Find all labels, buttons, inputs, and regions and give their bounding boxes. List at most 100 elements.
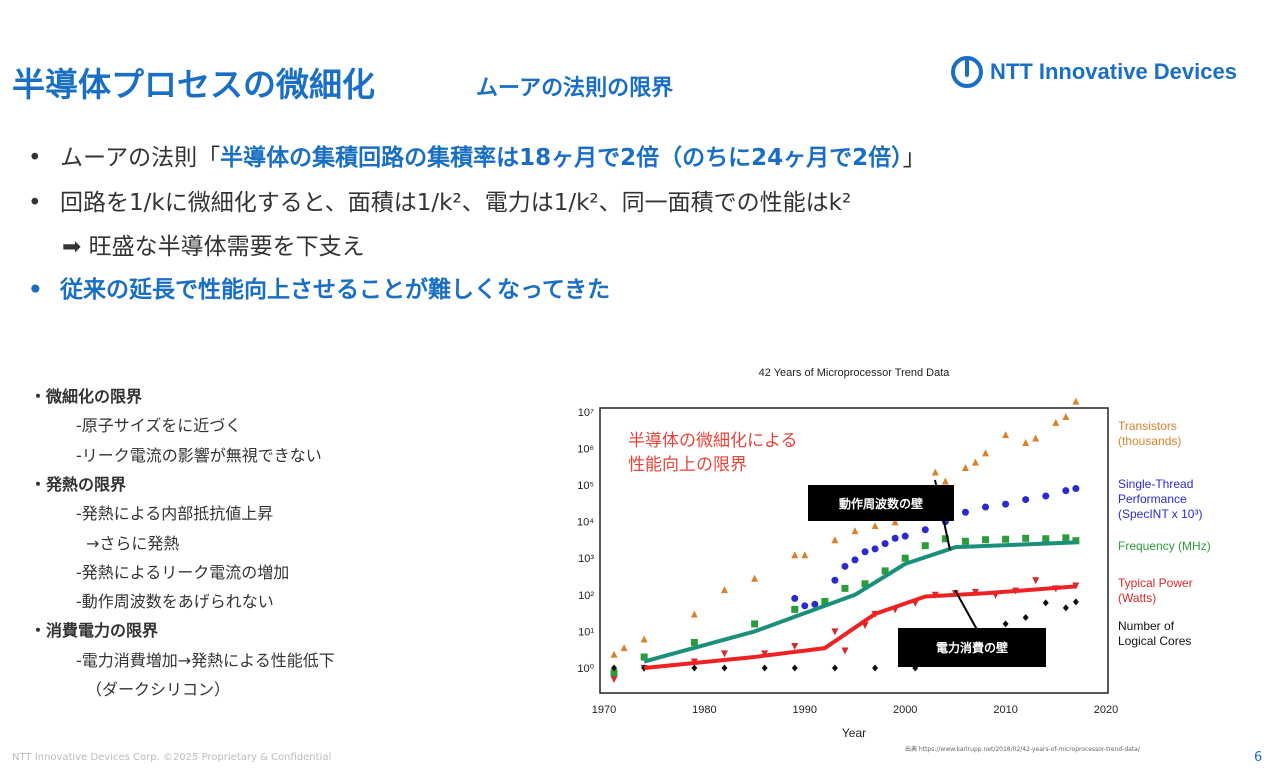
data-point	[961, 508, 969, 516]
bullet-demand: ➡ 旺盛な半導体需要を下支え	[62, 234, 365, 260]
trend-line	[643, 540, 1076, 664]
data-point	[901, 532, 909, 540]
source-citation: 出典 https://www.karlrupp.net/2018/02/42-y…	[905, 746, 1140, 753]
data-point	[861, 580, 869, 588]
data-point	[761, 664, 768, 672]
data-point	[921, 526, 929, 534]
limits-item: -発熱による内部抵抗値上昇	[76, 504, 274, 524]
limits-item: -発熱によるリーク電流の増加	[76, 562, 290, 582]
legend-label: Transistors	[1118, 419, 1177, 433]
x-tick-label: 1990	[793, 704, 817, 716]
legend-label: (Watts)	[1118, 591, 1156, 605]
legend-label: Logical Cores	[1118, 634, 1191, 648]
data-point	[751, 620, 759, 628]
data-point	[611, 664, 618, 672]
y-tick-label: 10⁷	[578, 407, 594, 419]
footer-copyright: NTT Innovative Devices Corp. ©2025 Propr…	[12, 752, 332, 763]
data-point	[791, 664, 798, 672]
data-point	[961, 537, 969, 545]
x-tick-label: 1970	[592, 704, 616, 716]
x-tick-label: 1980	[692, 704, 716, 716]
data-point	[841, 562, 849, 570]
data-point	[721, 664, 728, 672]
data-point	[751, 574, 759, 582]
data-point	[861, 548, 869, 556]
data-point	[1022, 439, 1030, 447]
limits-item: -原子サイズをに近づく	[76, 416, 242, 436]
legend-label: Typical Power	[1118, 576, 1193, 590]
x-tick-label: 2010	[993, 704, 1017, 716]
x-axis-label: Year	[842, 726, 866, 740]
data-point	[620, 644, 628, 652]
data-point	[891, 518, 899, 526]
y-tick-label: 10⁵	[577, 480, 594, 492]
microprocessor-trend-chart: 42 Years of Microprocessor Trend Data 197…	[577, 367, 1211, 740]
data-point	[982, 449, 990, 457]
data-point	[791, 551, 799, 559]
data-point	[811, 600, 819, 608]
y-tick-label: 10⁴	[577, 517, 594, 529]
logo-text: NTT Innovative Devices	[990, 59, 1237, 84]
legend-label: Number of	[1118, 619, 1175, 633]
data-point	[931, 468, 939, 476]
data-point	[841, 647, 849, 655]
data-point	[1062, 487, 1070, 495]
data-point	[881, 567, 889, 575]
ntt-logo-icon	[951, 56, 983, 88]
data-point	[801, 551, 809, 559]
data-point	[640, 653, 648, 661]
data-point	[1042, 535, 1050, 543]
data-point	[690, 638, 698, 646]
data-point	[691, 664, 698, 672]
data-point	[961, 464, 969, 472]
data-point	[1072, 397, 1080, 405]
legend-label: Single-Thread	[1118, 477, 1193, 491]
data-point	[791, 605, 799, 613]
limits-item: →さらに発熱	[86, 533, 180, 553]
legend-label: (SpecINT x 10³)	[1118, 507, 1202, 521]
data-point	[891, 534, 899, 542]
limits-item: -リーク電流の影響が無視できない	[76, 445, 322, 465]
limits-heading: ・消費電力の限界	[30, 621, 159, 641]
data-point	[610, 650, 618, 658]
limits-heading: ・発熱の限界	[30, 474, 127, 494]
data-point	[1072, 582, 1080, 590]
data-point	[872, 664, 879, 672]
legend-label: Performance	[1118, 492, 1187, 506]
x-tick-label: 2000	[893, 704, 917, 716]
callout-text: 動作周波数の壁	[839, 496, 923, 511]
data-point	[1042, 599, 1049, 607]
callout-pointer	[954, 589, 981, 636]
data-point	[1042, 492, 1050, 500]
data-point	[1002, 535, 1010, 543]
company-logo: NTT Innovative Devices	[950, 55, 1237, 89]
data-point	[831, 628, 839, 636]
data-point	[1032, 577, 1040, 585]
data-point	[1002, 500, 1010, 508]
slide-subtitle: ムーアの法則の限界	[476, 76, 674, 101]
data-point	[640, 635, 648, 643]
data-point	[982, 536, 990, 544]
limits-item: -電力消費増加→発熱による性能低下	[76, 650, 335, 670]
y-tick-label: 10¹	[578, 626, 594, 638]
x-tick-label: 2020	[1094, 704, 1118, 716]
data-point	[841, 584, 849, 592]
data-point	[1062, 413, 1070, 421]
data-point	[1002, 620, 1009, 628]
limits-item: （ダークシリコン）	[86, 680, 231, 699]
data-point	[1022, 534, 1030, 542]
data-point	[1072, 598, 1079, 606]
chart-title: 42 Years of Microprocessor Trend Data	[759, 367, 951, 379]
data-point	[851, 556, 859, 564]
data-point	[1072, 485, 1080, 493]
y-tick-label: 10⁶	[577, 443, 594, 455]
data-point	[791, 594, 799, 602]
annotation-text: 性能向上の限界	[628, 455, 747, 474]
y-tick-label: 10³	[578, 553, 594, 565]
data-point	[941, 535, 949, 543]
data-point	[720, 586, 728, 594]
data-point	[871, 545, 879, 553]
data-point	[851, 527, 859, 535]
slide-title: 半導体プロセスの微細化	[12, 65, 375, 104]
